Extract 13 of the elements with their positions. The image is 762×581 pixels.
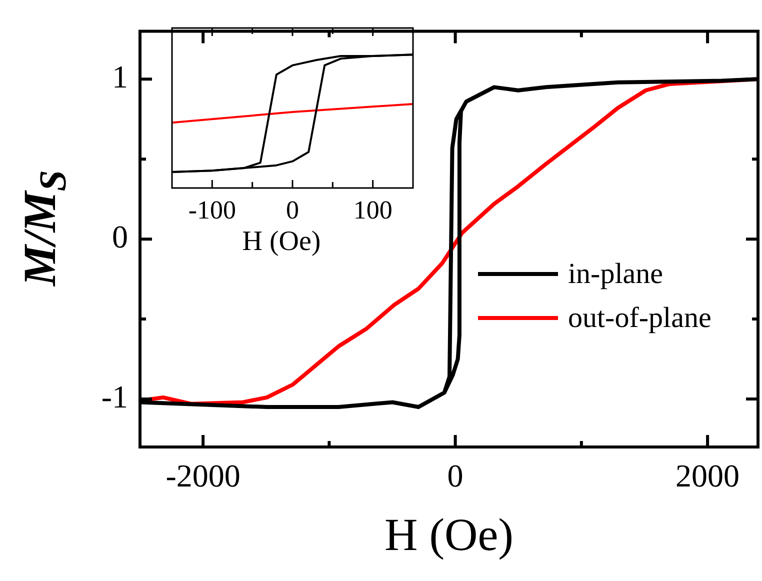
legend-label: in-plane [568, 258, 664, 290]
y-tick-label: -1 [101, 378, 128, 414]
x-tick-label: 0 [447, 458, 464, 494]
x-tick-label: -100 [188, 195, 236, 224]
x-axis-title: H (Oe) [384, 509, 514, 560]
x-tick-label: 0 [286, 195, 299, 224]
legend-label: out-of-plane [568, 302, 712, 334]
y-tick-label: 0 [112, 218, 128, 255]
x-tick-label: 2000 [676, 458, 740, 494]
y-tick-label: 1 [112, 58, 128, 95]
x-axis-title: H (Oe) [241, 226, 322, 257]
x-tick-label: -2000 [166, 458, 240, 494]
x-tick-label: 100 [353, 195, 392, 224]
